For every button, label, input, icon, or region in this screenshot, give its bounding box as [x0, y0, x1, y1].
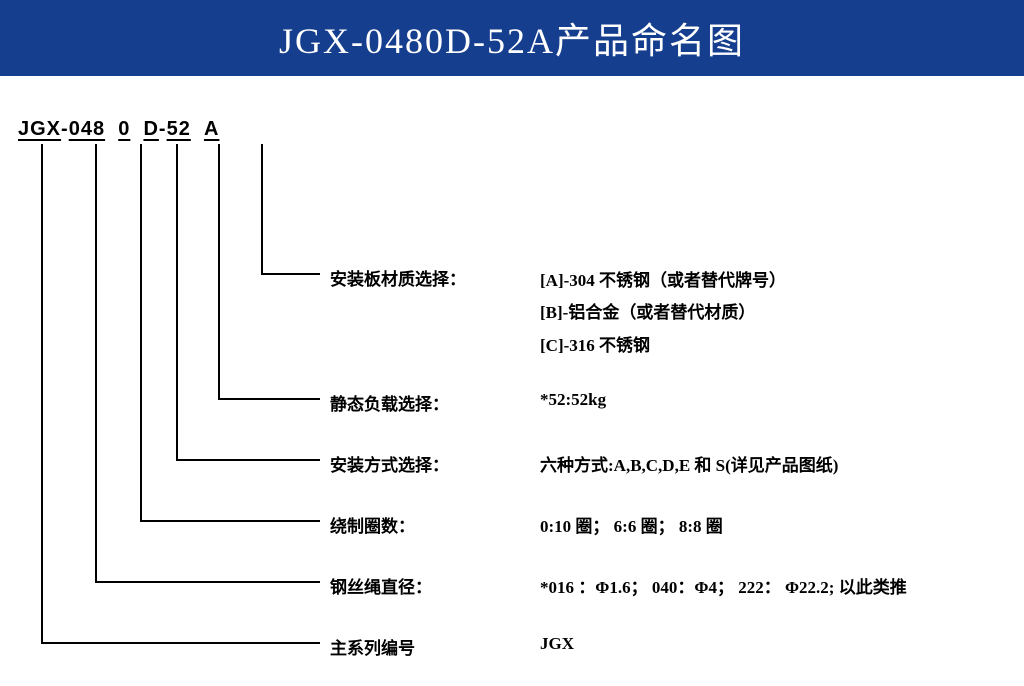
- header-banner: JGX-0480D-52A产品命名图: [0, 0, 1024, 76]
- code-a: A: [204, 118, 219, 141]
- row-value-0: [A]-304 不锈钢（或者替代牌号）[B]-铝合金（或者替代材质）[C]-31…: [540, 265, 786, 362]
- row-label-1: 静态负载选择：: [330, 390, 449, 415]
- code-0: 0: [118, 118, 130, 141]
- row-label-0: 安装板材质选择：: [330, 265, 466, 290]
- code-jgx: JGX: [18, 118, 61, 141]
- code-d: D: [143, 118, 158, 141]
- row-value-1: *52:52kg: [540, 390, 606, 410]
- row-value-4: *016 ：Φ1.6； 040：Φ4； 222： Φ22.2; 以此类推: [540, 573, 907, 598]
- row-label-3: 绕制圈数：: [330, 512, 415, 537]
- header-title: JGX-0480D-52A产品命名图: [279, 12, 745, 64]
- product-code: JGX-048 0 D-52 A: [18, 118, 219, 141]
- code-048: 048: [69, 118, 105, 141]
- row-value-3: 0:10 圈； 6:6 圈； 8:8 圈: [540, 512, 723, 537]
- row-value-2: 六种方式:A,B,C,D,E 和 S(详见产品图纸): [540, 451, 838, 476]
- row-label-2: 安装方式选择：: [330, 451, 449, 476]
- code-52: 52: [167, 118, 191, 141]
- row-label-5: 主系列编号: [330, 634, 415, 659]
- row-label-4: 钢丝绳直径：: [330, 573, 432, 598]
- row-value-5: JGX: [540, 634, 574, 654]
